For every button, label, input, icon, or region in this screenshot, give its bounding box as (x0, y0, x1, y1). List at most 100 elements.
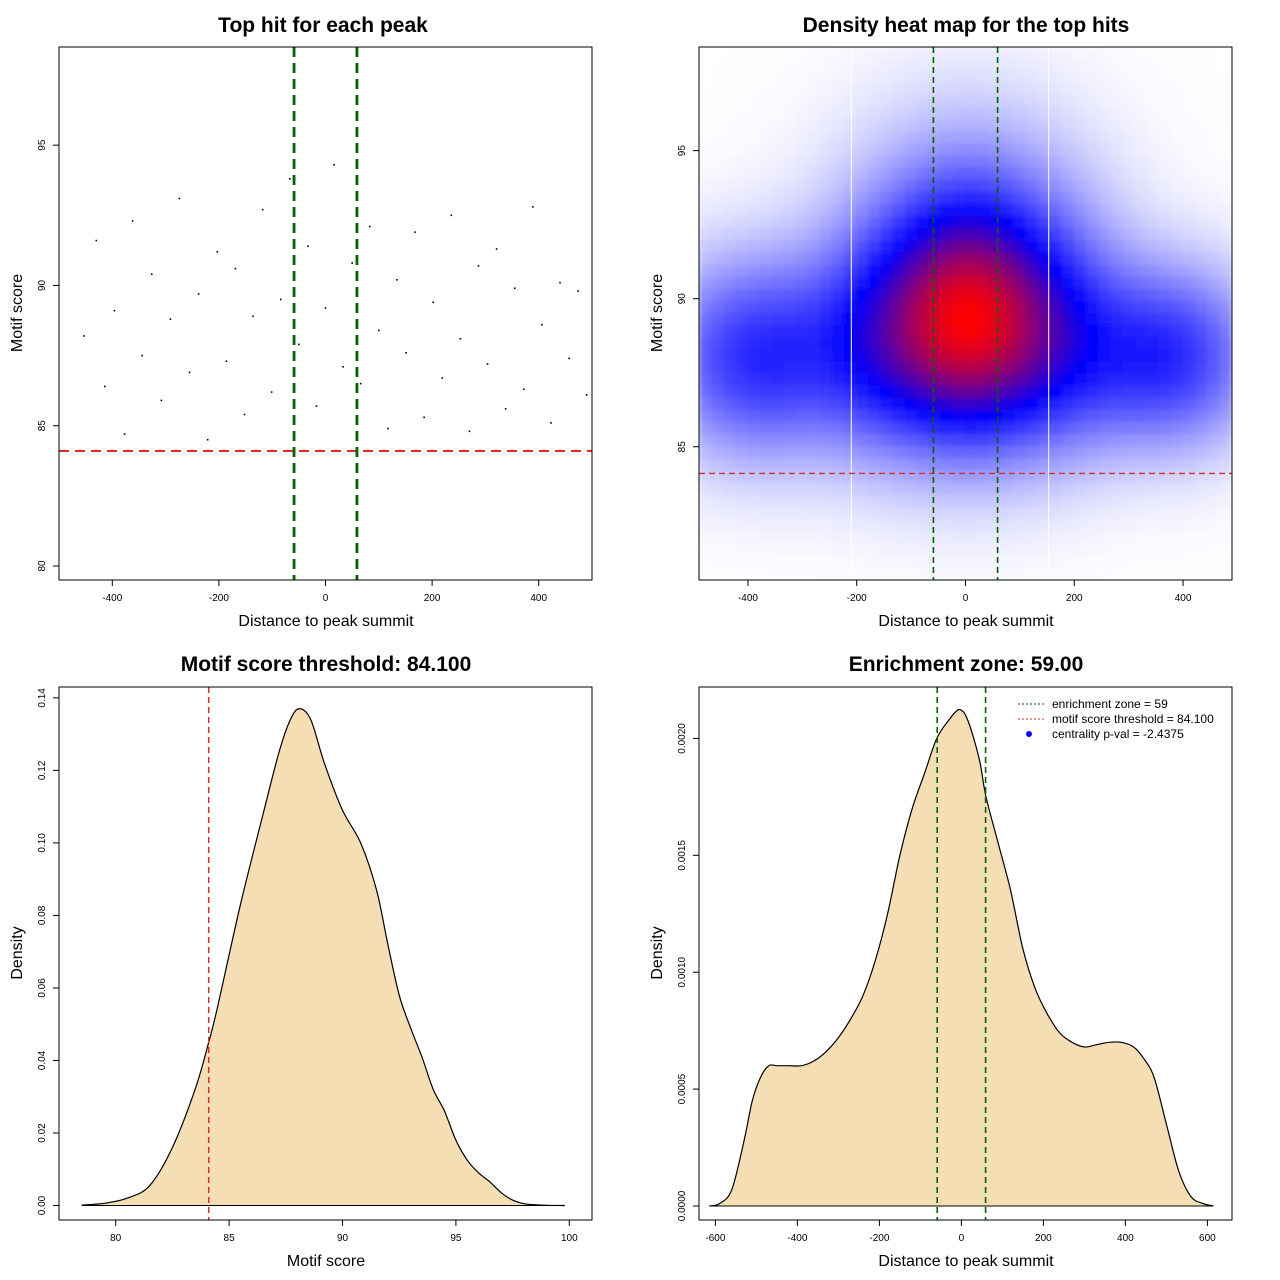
heat-cell (880, 337, 894, 351)
heat-cell (710, 555, 724, 569)
heat-cell (1170, 191, 1185, 205)
heat-cell (1207, 555, 1221, 569)
heat-cell (722, 94, 736, 109)
heat-cell (1170, 155, 1185, 169)
density-fill (81, 708, 565, 1206)
heat-cell (831, 458, 845, 472)
heat-cell (819, 70, 833, 84)
heat-cell (1170, 143, 1185, 157)
heat-cell (1122, 531, 1136, 545)
heat-cell (1195, 252, 1209, 266)
heat-cell (831, 131, 845, 145)
heat-cell (928, 325, 942, 339)
heat-cell (1122, 70, 1136, 84)
heat-cell (1146, 252, 1160, 266)
heat-cell (722, 482, 736, 496)
heat-cell (1146, 58, 1160, 72)
heat-cell (1098, 240, 1112, 254)
heat-cell (855, 240, 870, 254)
heat-cell (699, 531, 712, 545)
heat-cell (892, 94, 906, 109)
heat-cell (1122, 434, 1136, 448)
heat-cell (880, 506, 894, 520)
heat-cell (807, 555, 821, 569)
heat-cell (1195, 288, 1209, 302)
heat-cell (880, 313, 894, 327)
heat-cell (904, 422, 918, 436)
heat-cell (1134, 543, 1148, 557)
heat-cell (1061, 409, 1076, 424)
heat-cell (892, 518, 906, 533)
heat-cell (1207, 361, 1221, 375)
heat-cell (795, 70, 809, 84)
heat-cell (1098, 216, 1112, 230)
heat-cell (710, 191, 724, 205)
heat-cell (734, 155, 748, 169)
heat-cell (771, 58, 785, 72)
heat-cell (746, 349, 761, 363)
heat-cell (1207, 494, 1221, 508)
heat-cell (892, 167, 906, 181)
heat-cell (1013, 179, 1027, 193)
heat-cell (1061, 70, 1076, 84)
heat-cell (952, 155, 966, 169)
scatter-point (342, 366, 344, 368)
heat-cell (734, 313, 748, 327)
heat-cell (710, 373, 724, 387)
heat-cell (1061, 300, 1076, 314)
heat-cell (1183, 397, 1197, 411)
heat-cell (1037, 264, 1051, 278)
heat-cell (1110, 482, 1124, 496)
heat-cell (759, 482, 773, 496)
heat-cell (1134, 313, 1148, 327)
heat-cell (880, 482, 894, 496)
heat-cell (892, 470, 906, 484)
heat-cell (783, 422, 797, 436)
y-tick-label: 85 (37, 420, 48, 432)
heat-cell (928, 131, 942, 145)
heat-cell (965, 216, 979, 230)
heat-cell (746, 107, 761, 121)
heat-cell (1001, 94, 1015, 109)
heat-cell (831, 337, 845, 351)
heat-cell (1110, 373, 1124, 387)
heat-cell (928, 409, 942, 424)
heat-cell (759, 300, 773, 314)
scatter-point (568, 357, 570, 360)
heat-cell (868, 458, 882, 472)
heat-cell (710, 361, 724, 375)
heat-cell (940, 494, 954, 508)
heat-cell (952, 228, 966, 242)
heat-cell (783, 506, 797, 520)
heat-cell (722, 228, 736, 242)
heat-cell (795, 252, 809, 266)
heat-cell (771, 458, 785, 472)
heat-cell (880, 94, 894, 109)
heat-cell (1049, 240, 1063, 254)
heat-cell (1170, 203, 1185, 218)
heat-cell (1025, 203, 1039, 218)
heat-cell (710, 107, 724, 121)
heat-cell (759, 70, 773, 84)
heat-cell (783, 216, 797, 230)
heat-cell (1098, 119, 1112, 133)
heat-cell (940, 143, 954, 157)
heat-cell (843, 191, 857, 205)
heat-cell (1049, 313, 1063, 327)
heat-cell (928, 531, 942, 545)
heat-cell (1146, 506, 1160, 520)
heat-cell (916, 203, 930, 218)
heat-cell (699, 494, 712, 508)
heat-cell (771, 385, 785, 399)
scatter-point (243, 413, 246, 416)
scatter-point (423, 416, 425, 419)
heat-cell (722, 70, 736, 84)
heat-cell (759, 47, 773, 60)
heat-cell (1183, 82, 1197, 96)
heat-cell (916, 82, 930, 96)
heat-cell (1086, 506, 1100, 520)
heat-cell (783, 70, 797, 84)
heat-cell (1086, 325, 1100, 339)
heat-cell (855, 58, 870, 72)
scatter-point (432, 301, 434, 304)
